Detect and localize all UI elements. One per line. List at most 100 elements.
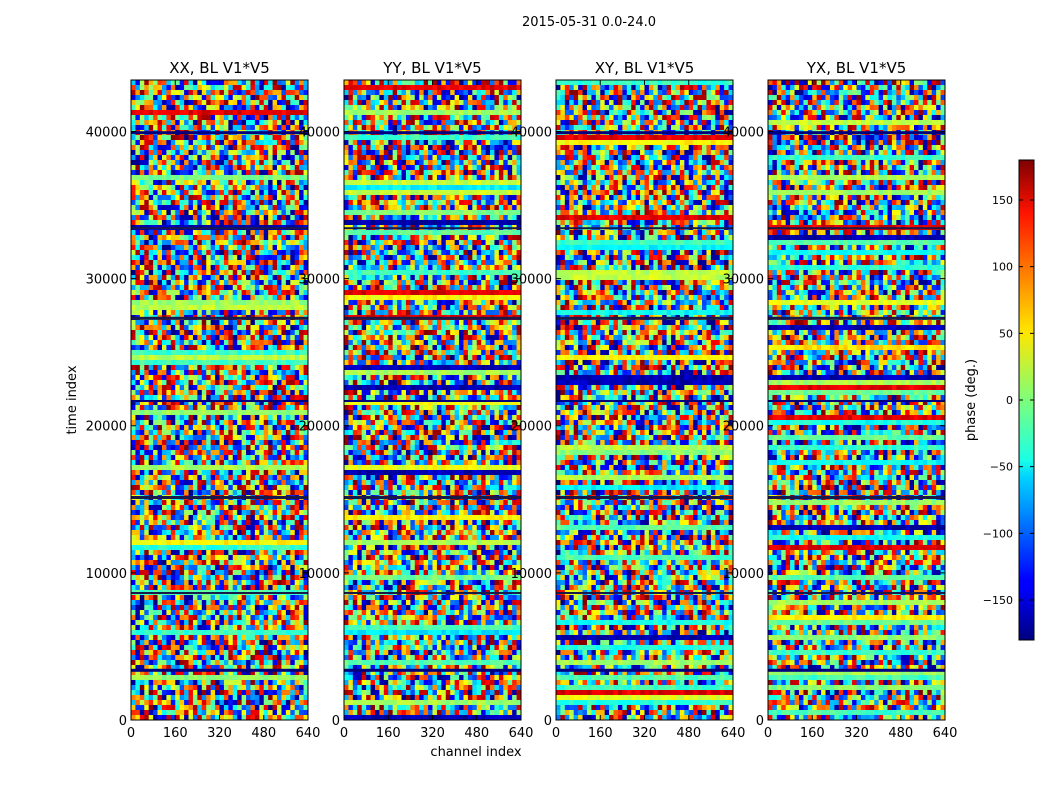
heatmap-cell: [153, 355, 158, 360]
heatmap-cell: [220, 570, 225, 575]
heatmap-cell: [166, 465, 171, 470]
panel-1: XX, BL V1*V50 160 320 480 640010000200003000…: [86, 59, 321, 741]
heatmap-cell: [250, 680, 255, 685]
heatmap-cell: [135, 480, 140, 485]
heatmap-cell: [228, 510, 233, 515]
heatmap-cell: [242, 380, 247, 385]
heatmap-cell: [233, 115, 238, 120]
heatmap-cell: [242, 540, 247, 545]
heatmap-cell: [153, 460, 158, 465]
heatmap-cell: [277, 255, 282, 260]
heatmap-cell: [255, 160, 260, 165]
heatmap-cell: [189, 235, 194, 240]
heatmap-cell: [268, 295, 273, 300]
heatmap-cell: [290, 535, 295, 540]
heatmap-cell: [149, 635, 154, 640]
heatmap-cell: [135, 405, 140, 410]
heatmap-cell: [220, 195, 225, 200]
heatmap-cell: [202, 305, 207, 310]
heatmap-cell: [233, 345, 238, 350]
heatmap-cell: [228, 580, 233, 585]
heatmap-cell: [224, 510, 229, 515]
heatmap-cell: [273, 610, 278, 615]
heatmap-cell: [193, 325, 198, 330]
heatmap-cell: [171, 455, 176, 460]
heatmap-cell: [295, 505, 300, 510]
heatmap-cell: [211, 195, 216, 200]
heatmap-cell: [237, 290, 242, 295]
heatmap-cell: [162, 525, 167, 530]
heatmap-cell: [268, 570, 273, 575]
heatmap-cell: [233, 335, 238, 340]
heatmap-cell: [193, 475, 198, 480]
heatmap-cell: [158, 410, 163, 415]
heatmap-cell: [264, 285, 269, 290]
heatmap-cell: [197, 135, 202, 140]
heatmap-cell: [166, 515, 171, 520]
heatmap-cell: [255, 110, 260, 115]
heatmap-cell: [290, 235, 295, 240]
heatmap-cell: [246, 635, 251, 640]
heatmap-cell: [140, 255, 145, 260]
heatmap-cell: [131, 620, 136, 625]
heatmap-cell: [299, 635, 304, 640]
heatmap-cell: [171, 235, 176, 240]
heatmap-cell: [171, 540, 176, 545]
heatmap-cell: [246, 585, 251, 590]
heatmap-cell: [131, 540, 136, 545]
heatmap-cell: [290, 325, 295, 330]
heatmap-cell: [131, 550, 136, 555]
heatmap-cell: [255, 375, 260, 380]
heatmap-cell: [211, 235, 216, 240]
heatmap-cell: [250, 145, 255, 150]
heatmap-cell: [295, 365, 300, 370]
heatmap-cell: [286, 420, 291, 425]
heatmap-cell: [162, 165, 167, 170]
heatmap-cell: [162, 285, 167, 290]
heatmap-cell: [237, 275, 242, 280]
heatmap-cell: [277, 305, 282, 310]
heatmap-cell: [264, 600, 269, 605]
heatmap-cell: [233, 430, 238, 435]
heatmap-cell: [197, 500, 202, 505]
heatmap-cell: [215, 265, 220, 270]
heatmap-cell: [131, 520, 136, 525]
heatmap-cell: [153, 160, 158, 165]
heatmap-cell: [211, 330, 216, 335]
heatmap-cell: [290, 80, 295, 85]
heatmap-cell: [250, 405, 255, 410]
heatmap-cell: [268, 220, 273, 225]
heatmap-cell: [268, 280, 273, 285]
heatmap-cell: [158, 100, 163, 105]
heatmap-cell: [144, 605, 149, 610]
heatmap-cell: [242, 170, 247, 175]
heatmap-cell: [268, 230, 273, 235]
heatmap-cell: [189, 310, 194, 315]
heatmap-cell: [277, 690, 282, 695]
heatmap-cell: [228, 125, 233, 130]
heatmap-cell: [286, 105, 291, 110]
heatmap-cell: [281, 375, 286, 380]
heatmap-cell: [171, 645, 176, 650]
heatmap-cell: [135, 100, 140, 105]
heatmap-cell: [175, 340, 180, 345]
heatmap-cell: [268, 385, 273, 390]
heatmap-cell: [193, 430, 198, 435]
heatmap-cell: [184, 645, 189, 650]
heatmap-cell: [215, 170, 220, 175]
heatmap-cell: [197, 195, 202, 200]
heatmap-cell: [277, 365, 282, 370]
heatmap-cell: [281, 100, 286, 105]
heatmap-cell: [277, 640, 282, 645]
heatmap-cell: [144, 255, 149, 260]
heatmap-cell: [233, 370, 238, 375]
heatmap-cell: [299, 480, 304, 485]
heatmap-cell: [290, 215, 295, 220]
heatmap-cell: [162, 340, 167, 345]
heatmap-cell: [228, 620, 233, 625]
heatmap-cell: [224, 265, 229, 270]
heatmap-cell: [268, 675, 273, 680]
heatmap-cell: [184, 695, 189, 700]
heatmap-cell: [162, 395, 167, 400]
heatmap-cell: [202, 530, 207, 535]
